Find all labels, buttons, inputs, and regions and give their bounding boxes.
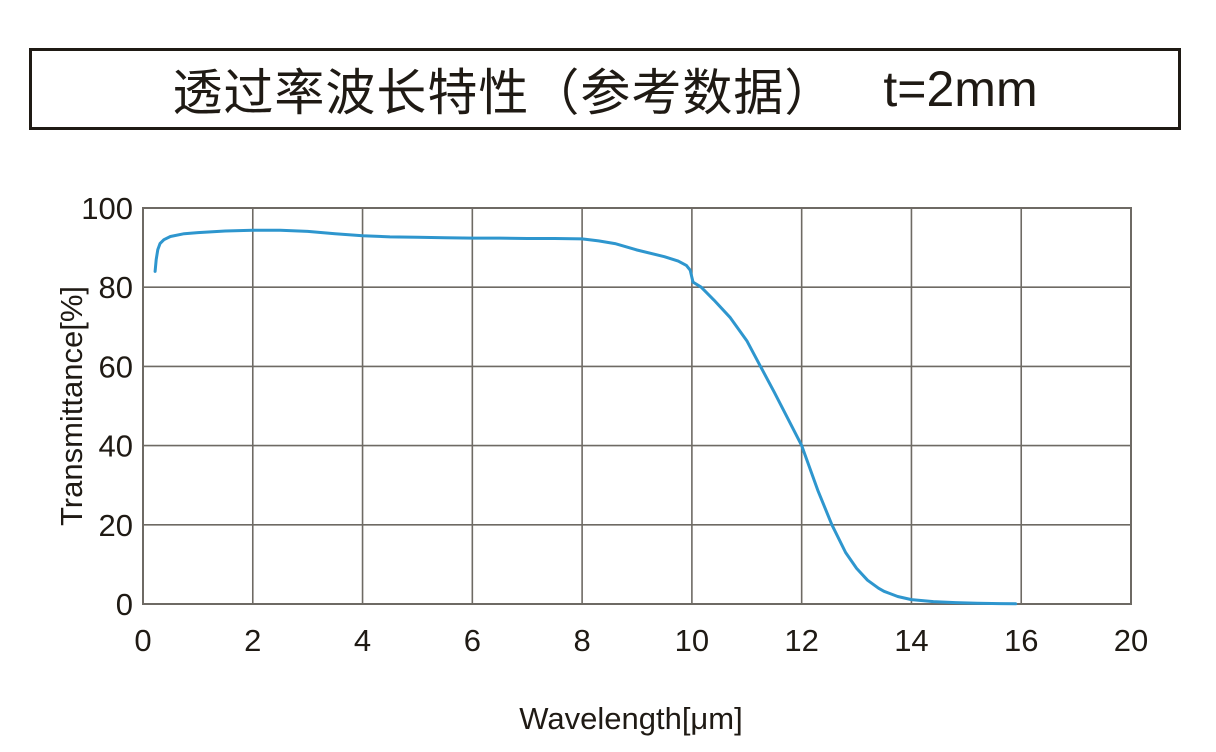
y-tick-label: 60 (99, 349, 133, 384)
x-tick-label: 8 (573, 623, 590, 658)
x-tick-label: 20 (1114, 623, 1148, 658)
plot-border (142, 207, 1132, 605)
x-tick-label: 10 (675, 623, 709, 658)
x-tick-label: 6 (464, 623, 481, 658)
y-tick-label: 20 (99, 508, 133, 543)
x-tick-label: 0 (134, 623, 151, 658)
x-tick-label: 4 (354, 623, 371, 658)
y-tick-label: 40 (99, 429, 133, 464)
x-tick-label: 14 (894, 623, 928, 658)
y-tick-label: 80 (99, 270, 133, 305)
x-tick-label: 12 (784, 623, 818, 658)
title-box: 透过率波长特性（参考数据） t=2mm (29, 48, 1181, 130)
chart-title: 透过率波长特性（参考数据） (172, 65, 836, 121)
x-tick-label: 2 (244, 623, 261, 658)
x-tick-label: 16 (1004, 623, 1038, 658)
chart-title-thickness: t=2mm (883, 61, 1038, 117)
y-axis-label: Transmittance[%] (54, 285, 89, 527)
transmittance-curve (153, 228, 1018, 606)
y-tick-label: 100 (81, 191, 133, 226)
x-axis-label: Wavelength[μm] (519, 701, 743, 736)
y-tick-label: 0 (116, 587, 133, 622)
